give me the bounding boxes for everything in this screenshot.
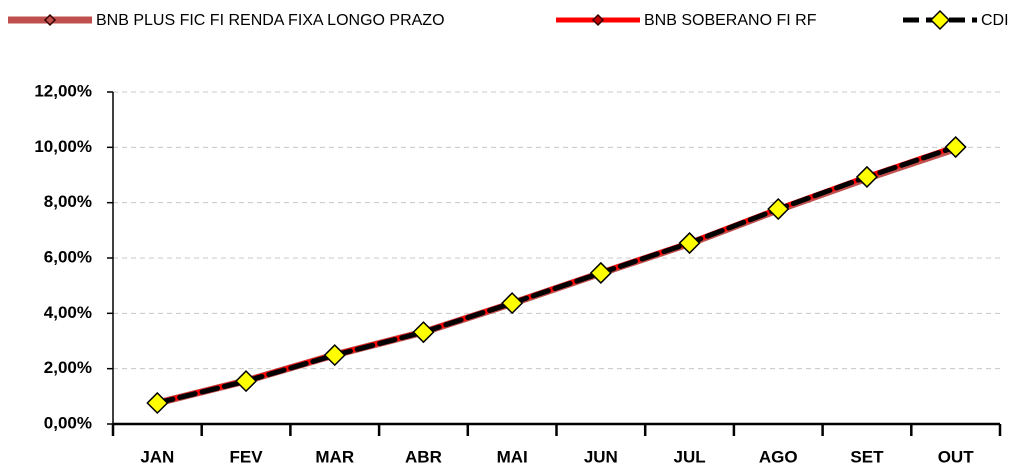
y-tick-label: 10,00% bbox=[34, 137, 92, 156]
data-marker bbox=[767, 197, 790, 221]
series-line bbox=[154, 144, 959, 406]
x-tick-label: OUT bbox=[938, 447, 975, 466]
x-tick-label: JUL bbox=[673, 447, 705, 466]
x-tick-label: ABR bbox=[405, 447, 442, 466]
x-tick-label: JUN bbox=[584, 447, 618, 466]
data-marker bbox=[678, 231, 701, 255]
x-tick-label: MAR bbox=[315, 447, 354, 466]
data-marker bbox=[855, 165, 879, 188]
data-marker bbox=[589, 261, 612, 285]
data-marker bbox=[944, 135, 967, 159]
x-tick-label: MAI bbox=[497, 447, 528, 466]
series-line bbox=[154, 144, 959, 406]
legend-label: CDI bbox=[981, 12, 1009, 29]
y-tick-label: 8,00% bbox=[44, 192, 92, 211]
y-tick-label: 0,00% bbox=[44, 413, 92, 432]
data-marker bbox=[323, 344, 346, 367]
y-tick-label: 12,00% bbox=[34, 81, 92, 100]
x-tick-label: FEV bbox=[230, 447, 264, 466]
legend-marker bbox=[591, 13, 605, 27]
x-tick-label: SET bbox=[850, 447, 884, 466]
data-marker bbox=[146, 391, 169, 415]
legend-marker bbox=[43, 13, 57, 27]
y-tick-label: 2,00% bbox=[44, 358, 92, 377]
y-tick-label: 6,00% bbox=[44, 247, 92, 266]
data-marker bbox=[234, 370, 258, 393]
legend-marker bbox=[929, 9, 951, 31]
x-tick-label: JAN bbox=[140, 447, 174, 466]
y-tick-label: 4,00% bbox=[44, 303, 92, 322]
data-marker bbox=[501, 292, 524, 315]
legend-label: BNB SOBERANO FI RF bbox=[644, 12, 817, 29]
legend-label: BNB PLUS FIC FI RENDA FIXA LONGO PRAZO bbox=[96, 12, 445, 29]
data-marker bbox=[412, 321, 435, 344]
x-tick-label: AGO bbox=[759, 447, 798, 466]
